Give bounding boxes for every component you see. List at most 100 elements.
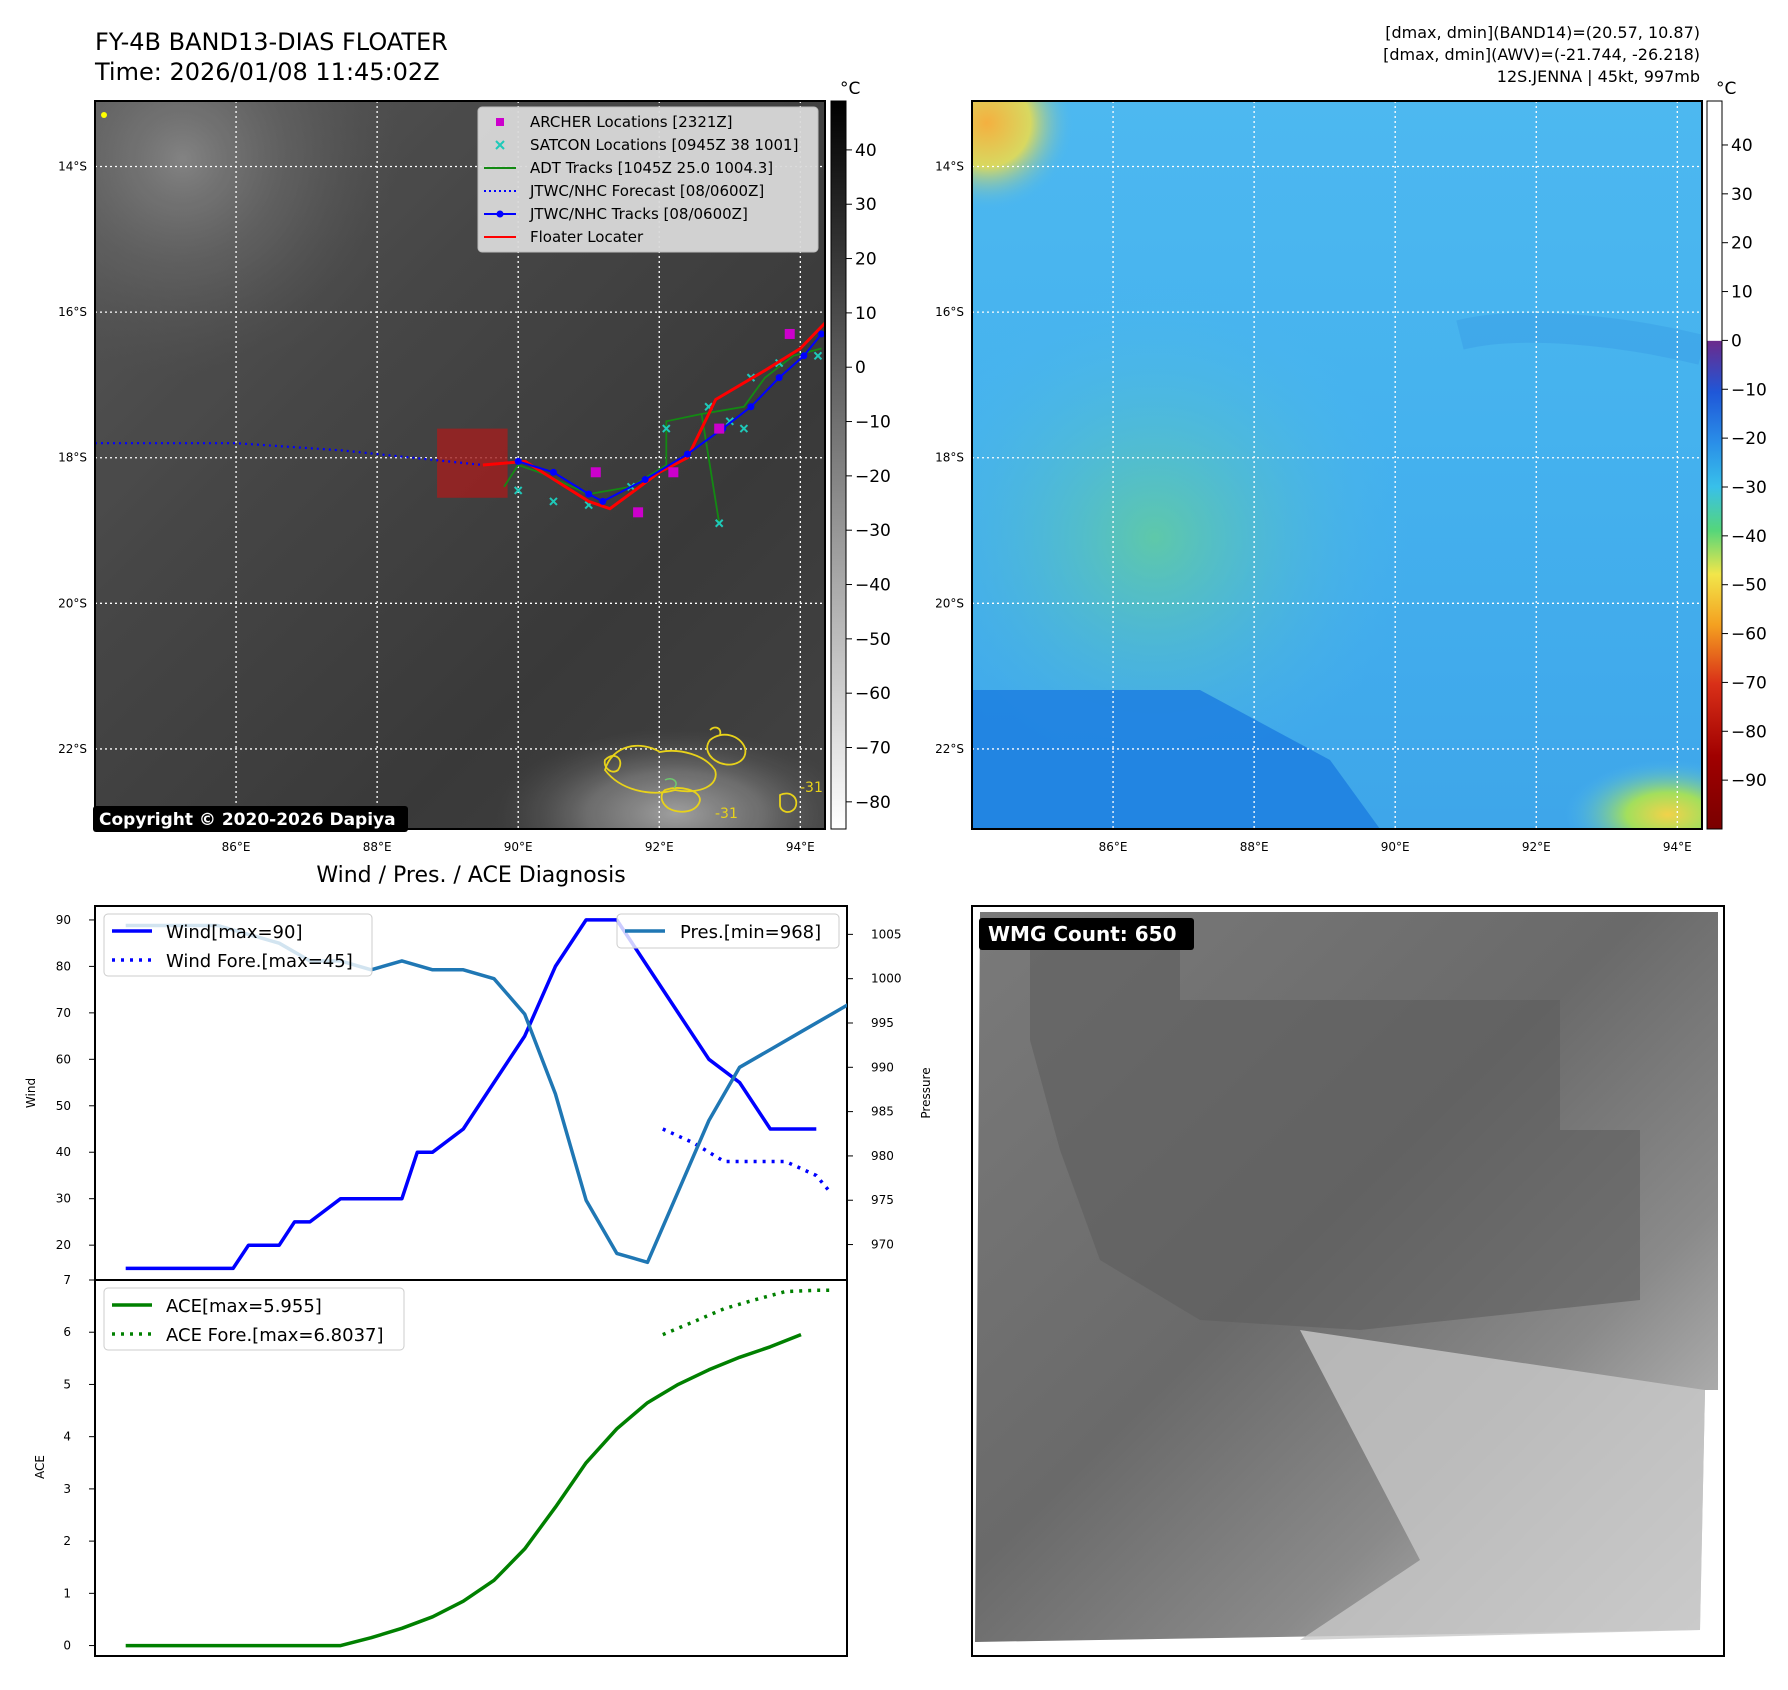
pressure-tick-label: 970 <box>871 1238 894 1252</box>
floater-locater-line <box>482 321 825 511</box>
jtwc-track-point <box>800 352 808 360</box>
lat-tick-label: 18°S <box>935 451 964 465</box>
lat-tick-label: 18°S <box>58 451 87 465</box>
diagnosis-title: Wind / Pres. / ACE Diagnosis <box>316 863 625 888</box>
satcon-stroke <box>725 417 734 426</box>
jtwc-track-point <box>747 403 755 411</box>
awv-frame <box>971 100 1703 830</box>
lat-tick-label: 22°S <box>58 742 87 756</box>
lat-tick-label: 14°S <box>58 160 87 174</box>
colorbar-tick-label: 40 <box>855 141 877 161</box>
pres-legend-label: Pres.[min=968] <box>680 922 821 943</box>
pressure-tick-label: 980 <box>871 1149 894 1163</box>
ir-colorbar-unit: °C <box>840 79 860 99</box>
colorbar-tick-label: −40 <box>1731 527 1767 547</box>
ace-axis-ticks: 0 1 2 3 4 5 6 7 <box>63 1273 95 1653</box>
ir-map-panel: -31 -31 14°S 16°S 18°S 20°S 22°S 86°E 88°E 90°… <box>58 100 826 854</box>
legend-swatch-archer <box>496 118 504 126</box>
lon-tick-label: 90°E <box>1381 840 1410 854</box>
colorbar-tick-label: −20 <box>1731 429 1767 449</box>
lon-tick-label: 88°E <box>1240 840 1269 854</box>
awv-colorbar-bar <box>1706 100 1723 830</box>
pressure-axis-label: Pressure <box>919 1067 933 1118</box>
wind-tick-label: 50 <box>56 1099 71 1113</box>
ir-colorbar-ticks: 40 30 20 10 0 −10 −20 −30 −40 −50 −60 −70 −80 <box>846 141 891 813</box>
jtwc-track-point <box>514 457 522 465</box>
ace-chart: 0 1 2 3 4 5 6 7 ACE ACE[max=5.955] ACE Fore.[ma… <box>33 1273 848 1657</box>
contour-label: -31 <box>800 780 823 796</box>
contour-ring <box>709 726 722 736</box>
ir-marker-dot <box>101 112 107 118</box>
awv-colorbar-ticks: 40 30 20 10 0 −10 −20 −30 −40 −50 −60 −70 −80 −90 <box>1722 136 1767 791</box>
jtwc-track-point <box>549 468 557 476</box>
lon-tick-label: 88°E <box>363 840 392 854</box>
wind-tick-label: 80 <box>56 959 71 973</box>
lat-tick-label: 16°S <box>58 305 87 319</box>
satcon-marker <box>813 351 823 361</box>
series-wind-fore-max-45 <box>662 1127 834 1196</box>
ir-cloud-south <box>430 640 825 829</box>
jtwc-track-point <box>775 374 783 382</box>
jtwc-track-point <box>585 490 593 498</box>
ir-lat-labels: 14°S 16°S 18°S 20°S 22°S <box>58 160 87 756</box>
colorbar-tick-label: −50 <box>855 630 891 650</box>
map-legend-box <box>477 106 819 253</box>
lat-tick-label: 20°S <box>58 596 87 610</box>
pressure-tick-label: 1005 <box>871 927 902 941</box>
wind-tick-label: 30 <box>56 1192 71 1206</box>
wind-legend-label: Wind[max=90] <box>166 922 303 943</box>
awv-colorbar-unit: °C <box>1716 79 1736 99</box>
contour-ring <box>660 787 701 813</box>
colorbar-tick-label: −30 <box>855 521 891 541</box>
contour-ring <box>779 792 798 813</box>
satcon-marker <box>549 497 558 506</box>
colorbar-tick-label: 10 <box>855 304 877 324</box>
pressure-tick-label: 1000 <box>871 972 902 986</box>
wind-tick-label: 60 <box>56 1052 71 1066</box>
ace-tick-label: 4 <box>63 1430 71 1444</box>
archer-marker <box>590 467 601 478</box>
wind-tick-label: 40 <box>56 1145 71 1159</box>
satcon-marker <box>714 519 724 528</box>
series-wind-max-90 <box>125 918 817 1271</box>
satcon-stroke <box>662 424 671 433</box>
pres-legend-box <box>616 913 840 949</box>
awv-map-panel: 14°S 16°S 18°S 20°S 22°S 86°E 88°E 90°E 92°E 94°… <box>935 100 1703 854</box>
legend-label: SATCON Locations [0945Z 38 1001] <box>530 136 798 154</box>
legend-swatch-tracks-dot <box>496 210 504 218</box>
contour-ring <box>604 744 717 794</box>
pressure-axis-ticks: 970 975 980 985 990 995 1000 1005 <box>847 927 902 1252</box>
awv-warm-corner <box>972 101 1702 829</box>
awv-lat-labels: 14°S 16°S 18°S 20°S 22°S <box>935 160 964 756</box>
ace-axis-label: ACE <box>33 1455 47 1479</box>
ace-fore-legend-label: ACE Fore.[max=6.8037] <box>166 1325 384 1346</box>
awv-range: [dmax, dmin](AWV)=(-21.744, -26.218) <box>1383 45 1700 64</box>
satcon-stroke <box>704 402 713 411</box>
lat-tick-label: 20°S <box>935 596 964 610</box>
colorbar-tick-label: 0 <box>1731 331 1742 351</box>
satcon-marker <box>662 424 671 433</box>
colorbar-tick-label: −10 <box>855 413 891 433</box>
colorbar-tick-label: −60 <box>855 684 891 704</box>
wind-tick-label: 70 <box>56 1006 71 1020</box>
wind-tick-label: 90 <box>56 913 71 927</box>
ir-lon-labels: 86°E 88°E 90°E 92°E 94°E <box>222 840 815 854</box>
pressure-tick-label: 995 <box>871 1016 894 1030</box>
satcon-stroke <box>513 486 523 495</box>
archer-marker <box>784 328 795 339</box>
contour-label: -31 <box>715 806 738 822</box>
colorbar-tick-label: −60 <box>1731 625 1767 645</box>
wmg-panel: WMG Count: 650 <box>971 905 1725 1657</box>
wind-fore-legend-label: Wind Fore.[max=45] <box>166 951 353 972</box>
lon-tick-label: 92°E <box>645 840 674 854</box>
jtwc-forecast-line <box>95 442 519 467</box>
copyright-badge <box>93 806 408 832</box>
colorbar-tick-label: −80 <box>1731 722 1767 742</box>
colorbar-tick-label: −90 <box>1731 771 1767 791</box>
series-ace-max-5-955 <box>125 1332 802 1648</box>
lon-tick-label: 92°E <box>1522 840 1551 854</box>
colorbar-tick-label: 30 <box>1731 185 1753 205</box>
ir-colorbar: °C 40 30 20 10 0 −10 −20 −30 −40 −50 −60 −70 −80 <box>830 79 891 830</box>
ace-tick-label: 0 <box>63 1639 71 1653</box>
wind-plot-frame <box>94 905 848 1281</box>
